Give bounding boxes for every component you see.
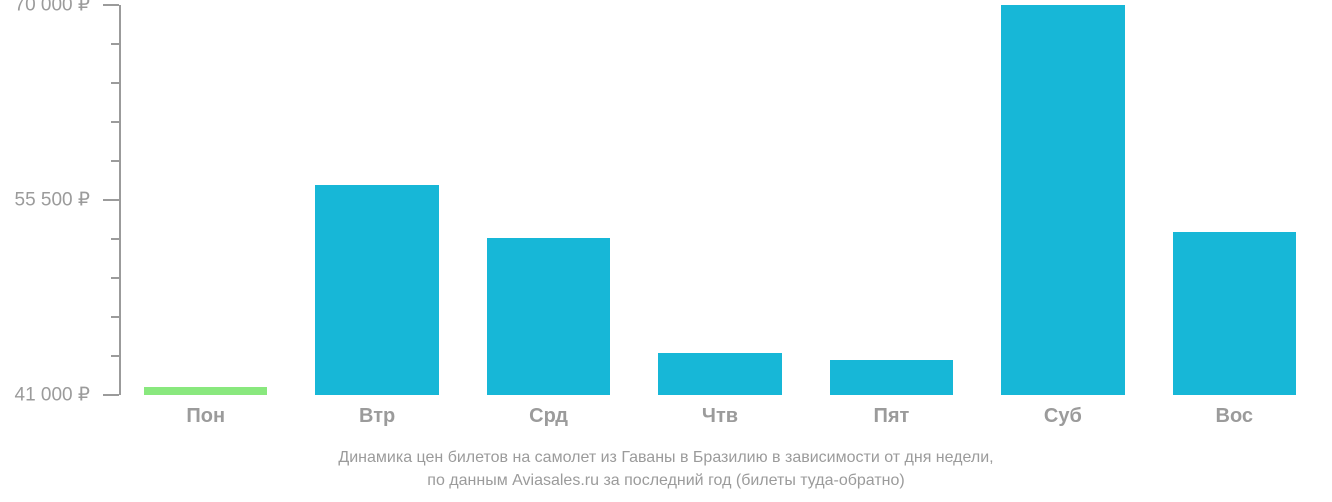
y-axis-tick-label: 70 000 ₽ xyxy=(15,0,90,17)
bar xyxy=(658,353,781,395)
y-axis-tick-minor xyxy=(111,277,119,279)
y-axis-tick-minor xyxy=(111,238,119,240)
x-axis-category-label: Вос xyxy=(1216,405,1254,428)
y-axis-tick-major xyxy=(103,4,119,6)
y-axis-tick-minor xyxy=(111,43,119,45)
y-axis-tick-minor xyxy=(111,355,119,357)
y-axis-tick-minor xyxy=(111,82,119,84)
y-axis-tick-minor xyxy=(111,121,119,123)
y-axis-tick-label: 41 000 ₽ xyxy=(15,384,90,407)
y-axis-tick-major xyxy=(103,199,119,201)
bar xyxy=(144,387,267,395)
bar xyxy=(1001,5,1124,395)
price-by-weekday-chart: 41 000 ₽55 500 ₽70 000 ₽ ПонВтрСрдЧтвПят… xyxy=(0,0,1332,502)
chart-caption: Динамика цен билетов на самолет из Гаван… xyxy=(0,446,1332,492)
bar xyxy=(487,238,610,395)
bar xyxy=(1173,232,1296,395)
x-axis-category-label: Втр xyxy=(359,405,395,428)
x-axis-category-label: Пон xyxy=(186,405,225,428)
caption-line-1: Динамика цен билетов на самолет из Гаван… xyxy=(0,446,1332,469)
x-axis-category-label: Суб xyxy=(1044,405,1082,428)
x-axis-category-label: Чтв xyxy=(702,405,738,428)
y-axis-tick-minor xyxy=(111,160,119,162)
caption-line-2: по данным Aviasales.ru за последний год … xyxy=(0,469,1332,492)
y-axis: 41 000 ₽55 500 ₽70 000 ₽ xyxy=(0,5,120,395)
bars-container xyxy=(120,5,1320,395)
x-axis-category-label: Пят xyxy=(874,405,910,428)
x-axis-labels: Пон Втр Срд Чтв Пят Суб Вос xyxy=(120,405,1320,435)
y-axis-tick-label: 55 500 ₽ xyxy=(15,189,90,212)
y-axis-tick-major xyxy=(103,394,119,396)
y-axis-tick-minor xyxy=(111,316,119,318)
x-axis-category-label: Срд xyxy=(529,405,568,428)
bar xyxy=(830,360,953,395)
plot-area xyxy=(120,5,1320,395)
bar xyxy=(315,185,438,395)
